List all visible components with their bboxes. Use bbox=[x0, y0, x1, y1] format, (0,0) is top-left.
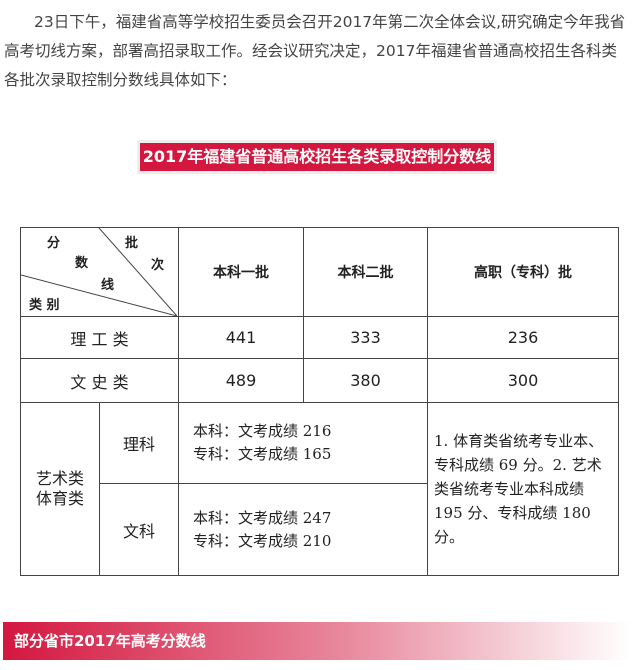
diagonal-lines bbox=[21, 228, 177, 316]
section-banner: 部分省市2017年高考分数线 bbox=[3, 622, 631, 660]
art-sports-label: 艺术类 体育类 bbox=[20, 402, 100, 576]
table-heading: 2017年福建省普通高校招生各类录取控制分数线 bbox=[140, 143, 494, 171]
corner-ci: 次 bbox=[151, 258, 165, 273]
score-cell: 441 bbox=[178, 316, 304, 359]
table-row: 文科 本科：文考成绩 247 专科：文考成绩 210 bbox=[21, 483, 619, 576]
art-scores: 本科：文考成绩 216 专科：文考成绩 165 bbox=[178, 402, 428, 484]
notes-cell: 1. 体育类省统考专业本、专科成绩 69 分。2. 艺术类省统考专业本科成绩 1… bbox=[427, 402, 619, 576]
corner-shu: 数 bbox=[75, 256, 89, 271]
header-cell: 本科二批 bbox=[303, 227, 428, 317]
score-line: 本科：文考成绩 247 bbox=[193, 508, 332, 527]
corner-leibie: 类 别 bbox=[29, 298, 60, 313]
score-table: 分 数 线 批 次 类 别 本科一批 本科二批 高职（专科）批 理 工 类 44… bbox=[20, 227, 619, 576]
score-cell: 300 bbox=[427, 358, 619, 403]
row-label: 理 工 类 bbox=[20, 316, 179, 359]
score-line: 专科：文考成绩 165 bbox=[193, 445, 332, 463]
score-cell: 380 bbox=[303, 358, 428, 403]
header-cell: 本科一批 bbox=[178, 227, 304, 317]
corner-pi: 批 bbox=[125, 236, 139, 251]
table-row: 文 史 类 489 380 300 bbox=[20, 358, 619, 403]
intro-paragraph: 23日下午，福建省高等学校招生委员会召开2017年第二次全体会议,研究确定今年我… bbox=[4, 13, 626, 89]
score-cell: 489 bbox=[178, 358, 304, 403]
header-cell: 高职（专科）批 bbox=[427, 227, 619, 317]
row-label: 文 史 类 bbox=[20, 358, 179, 403]
score-line: 本科：文考成绩 216 bbox=[193, 422, 332, 440]
corner-fen: 分 bbox=[47, 236, 61, 251]
score-line: 专科：文考成绩 210 bbox=[193, 531, 332, 550]
table-row: 理 工 类 441 333 236 bbox=[20, 316, 619, 359]
corner-xian: 线 bbox=[101, 278, 115, 293]
sub-label: 理科 bbox=[99, 402, 179, 484]
score-cell: 333 bbox=[303, 316, 428, 359]
corner-cell: 分 数 线 批 次 类 别 bbox=[20, 227, 179, 317]
sub-label: 文科 bbox=[99, 483, 179, 576]
table-row: 艺术类 体育类 理科 本科：文考成绩 216 专科：文考成绩 165 1. 体育… bbox=[20, 402, 619, 576]
art-scores: 本科：文考成绩 247 专科：文考成绩 210 bbox=[178, 483, 428, 576]
score-cell: 236 bbox=[427, 316, 619, 359]
